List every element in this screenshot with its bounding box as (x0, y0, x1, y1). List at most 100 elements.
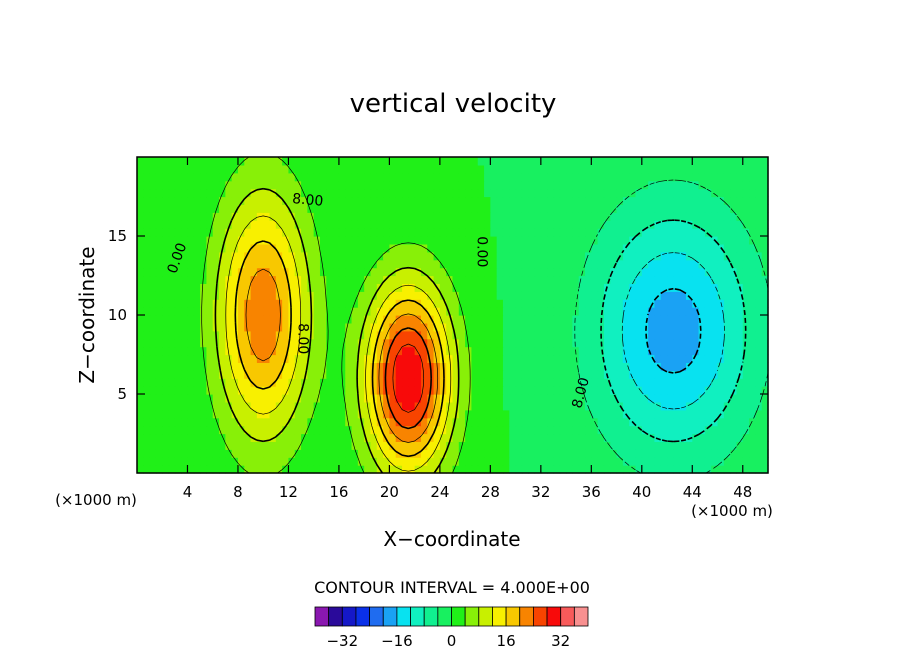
field-cell (282, 157, 290, 166)
field-cell (515, 259, 523, 269)
field-cell (452, 275, 460, 284)
field-cell (559, 251, 567, 261)
field-cell (502, 465, 510, 474)
field-cell (540, 291, 548, 300)
field-cell (477, 236, 485, 245)
field-cell (635, 172, 643, 182)
field-cell (597, 433, 605, 442)
field-cell (559, 394, 567, 403)
field-cell (250, 449, 258, 458)
field-cell (761, 433, 769, 442)
field-cell (256, 251, 264, 261)
field-cell (168, 251, 176, 261)
field-cell (162, 299, 170, 308)
field-cell (477, 362, 485, 371)
field-cell (534, 236, 542, 245)
field-cell (414, 180, 422, 190)
field-cell (137, 307, 144, 316)
field-cell (711, 267, 719, 277)
field-cell (534, 259, 542, 269)
field-cell (143, 394, 151, 403)
field-cell (572, 180, 580, 190)
field-cell (275, 346, 283, 356)
field-cell (225, 299, 233, 308)
field-cell (521, 283, 529, 292)
field-cell (162, 157, 170, 166)
field-cell (263, 204, 271, 213)
field-cell (616, 259, 624, 269)
field-cell (515, 283, 523, 292)
field-cell (420, 315, 428, 324)
field-cell (149, 354, 157, 363)
field-cell (742, 307, 750, 316)
field-cell (433, 346, 441, 356)
field-cell (143, 243, 151, 253)
field-cell (622, 299, 630, 308)
field-cell (219, 204, 226, 213)
field-cell (219, 441, 226, 450)
field-cell (515, 417, 523, 427)
x-tick-label: 8 (233, 483, 243, 501)
field-cell (370, 196, 378, 205)
field-cell (540, 259, 548, 269)
field-cell (660, 401, 668, 411)
field-cell (212, 465, 220, 474)
field-cell (597, 228, 605, 237)
field-cell (181, 164, 189, 174)
field-cell (225, 164, 233, 174)
field-cell (294, 425, 302, 435)
field-cell (338, 283, 346, 292)
field-cell (168, 425, 176, 435)
field-cell (294, 354, 302, 363)
field-cell (540, 378, 548, 387)
field-cell (414, 322, 422, 332)
field-cell (641, 386, 649, 395)
field-cell (200, 338, 208, 348)
field-cell (225, 243, 233, 253)
colorbar-swatch (382, 606, 398, 627)
field-cell (717, 370, 725, 379)
field-cell (231, 346, 239, 356)
field-cell (755, 378, 763, 387)
field-cell (357, 291, 365, 300)
field-cell (610, 251, 618, 261)
field-cell (174, 259, 182, 269)
field-cell (155, 338, 163, 348)
field-cell (219, 236, 226, 245)
field-cell (420, 322, 428, 332)
field-cell (603, 441, 611, 450)
field-cell (641, 251, 649, 261)
field-cell (528, 172, 536, 182)
field-cell (547, 322, 555, 332)
field-cell (509, 267, 517, 277)
field-cell (137, 157, 144, 166)
negative-contour-line (645, 287, 702, 374)
field-cell (319, 417, 327, 427)
field-cell (679, 212, 687, 221)
field-cell (212, 449, 220, 458)
field-cell (181, 259, 189, 269)
field-cell (364, 204, 372, 213)
field-cell (408, 164, 416, 174)
field-cell (420, 204, 428, 213)
field-cell (351, 212, 359, 221)
field-cell (616, 417, 624, 427)
field-cell (648, 220, 656, 229)
field-cell (433, 243, 441, 253)
field-cell (402, 401, 409, 411)
field-cell (351, 299, 359, 308)
field-cell (174, 196, 182, 205)
field-cell (465, 196, 473, 205)
field-cell (433, 401, 441, 411)
field-cell (256, 354, 264, 363)
field-cell (237, 283, 245, 292)
field-cell (458, 401, 466, 411)
field-cell (313, 157, 321, 166)
field-cell (484, 457, 491, 466)
field-cell (730, 299, 738, 308)
field-cell (490, 243, 498, 253)
field-cell (294, 267, 302, 277)
field-cell (755, 425, 763, 435)
field-cell (452, 291, 460, 300)
field-cell (679, 346, 687, 356)
